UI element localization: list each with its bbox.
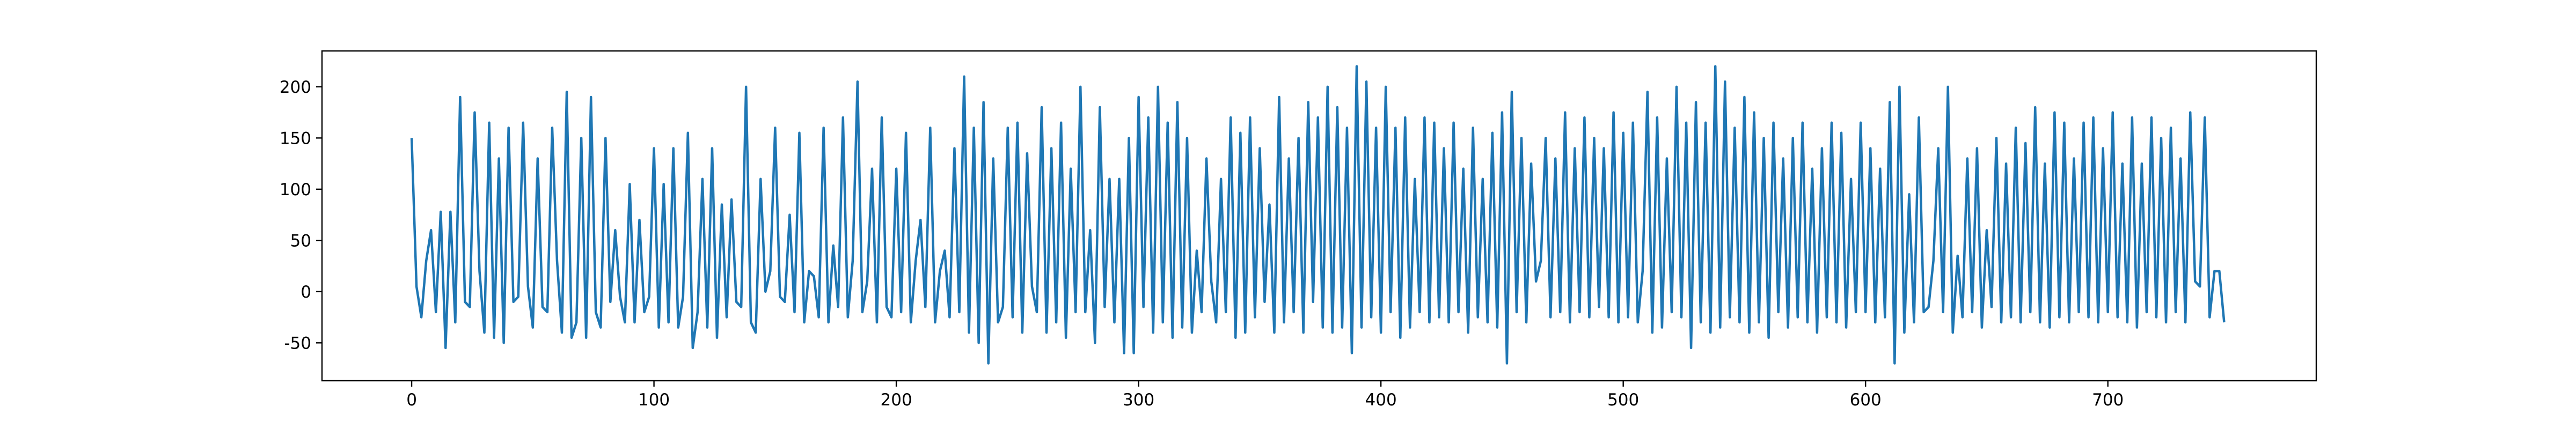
y-tick-label: 100	[280, 180, 311, 199]
line-series	[410, 65, 2226, 365]
y-tick-label: 200	[280, 78, 311, 97]
y-tick-label: 150	[280, 129, 311, 148]
x-tick-label: 700	[2092, 390, 2124, 410]
x-tick-label: 600	[1850, 390, 1882, 410]
y-tick-label: -50	[284, 334, 311, 353]
y-tick-label: 0	[301, 283, 311, 302]
y-tick-label: 50	[290, 231, 311, 250]
x-tick-label: 200	[881, 390, 912, 410]
plot-frame	[321, 50, 2317, 382]
x-tick-label: 0	[406, 390, 417, 410]
x-tick-label: 400	[1365, 390, 1397, 410]
x-tick-label: 100	[638, 390, 670, 410]
x-tick-label: 300	[1123, 390, 1154, 410]
x-tick-label: 500	[1607, 390, 1639, 410]
